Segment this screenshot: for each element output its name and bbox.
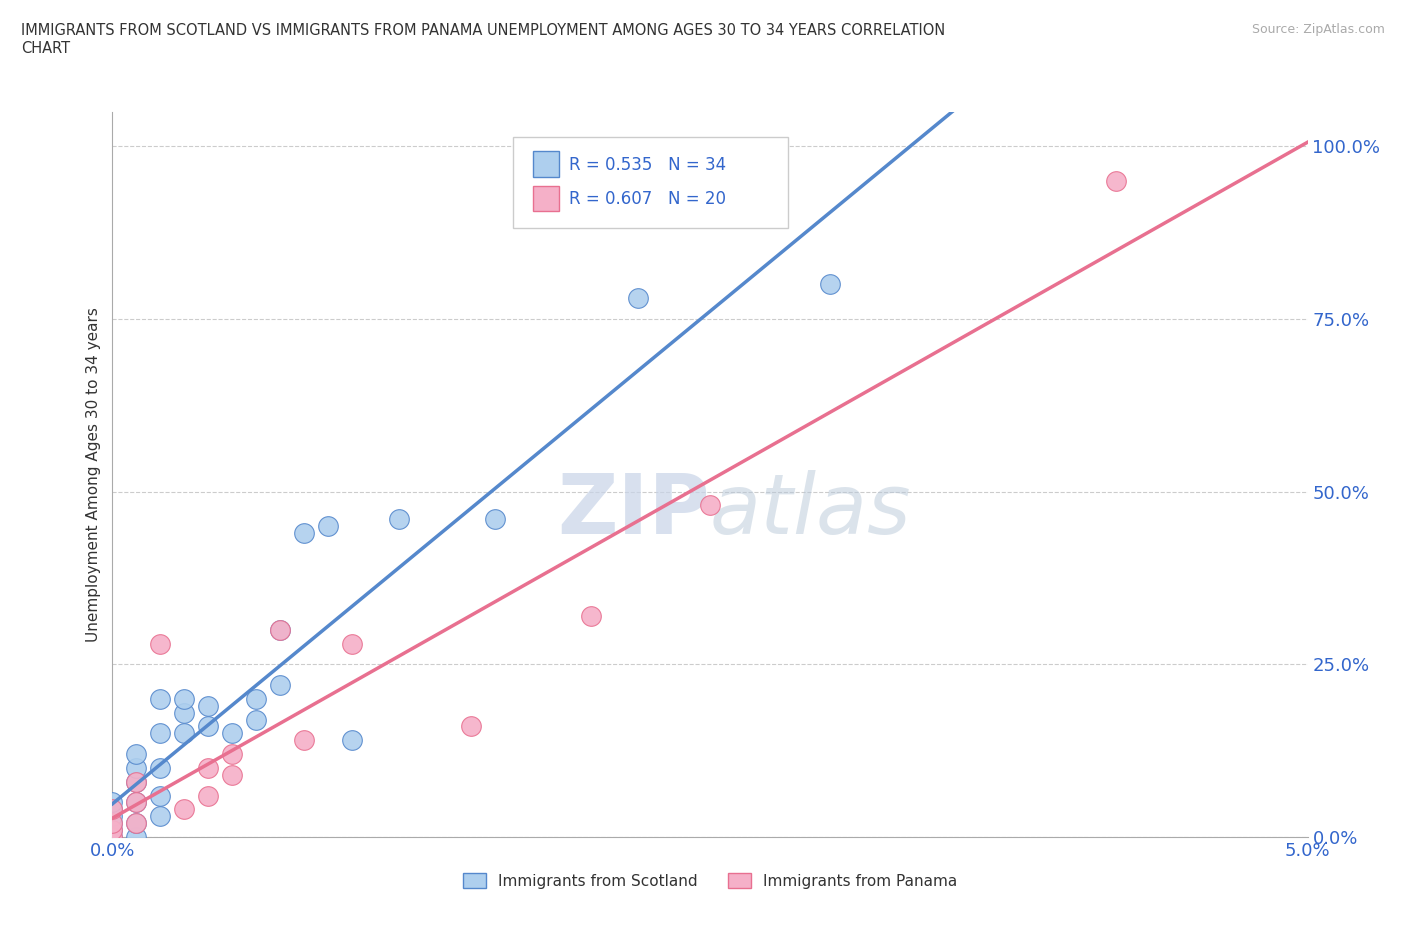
Point — [125, 761, 148, 776]
Point — [101, 823, 124, 838]
Point — [101, 802, 124, 817]
Point — [101, 830, 124, 844]
Point — [101, 802, 124, 817]
Point — [340, 636, 363, 651]
Point — [149, 636, 172, 651]
Point — [316, 519, 339, 534]
Point — [579, 608, 602, 623]
Point — [197, 761, 219, 776]
Point — [101, 809, 124, 824]
Point — [818, 277, 841, 292]
Point — [149, 809, 172, 824]
Legend: Immigrants from Scotland, Immigrants from Panama: Immigrants from Scotland, Immigrants fro… — [457, 867, 963, 895]
Point — [149, 726, 172, 741]
Point — [292, 525, 315, 540]
Point — [197, 719, 219, 734]
Point — [125, 747, 148, 762]
Point — [388, 512, 411, 526]
Point — [484, 512, 506, 526]
Point — [1105, 173, 1128, 188]
Point — [173, 691, 195, 706]
Point — [245, 712, 267, 727]
Point — [125, 775, 148, 790]
Point — [699, 498, 721, 512]
Point — [340, 733, 363, 748]
Point — [125, 795, 148, 810]
Point — [125, 775, 148, 790]
Bar — [533, 152, 560, 177]
Point — [245, 691, 267, 706]
Text: atlas: atlas — [710, 470, 911, 551]
Point — [221, 767, 243, 782]
Text: IMMIGRANTS FROM SCOTLAND VS IMMIGRANTS FROM PANAMA UNEMPLOYMENT AMONG AGES 30 TO: IMMIGRANTS FROM SCOTLAND VS IMMIGRANTS F… — [21, 23, 945, 56]
Point — [627, 291, 650, 306]
Point — [221, 747, 243, 762]
Point — [197, 698, 219, 713]
Point — [101, 795, 124, 810]
Point — [173, 802, 195, 817]
Point — [101, 816, 124, 830]
Point — [101, 830, 124, 844]
Y-axis label: Unemployment Among Ages 30 to 34 years: Unemployment Among Ages 30 to 34 years — [86, 307, 101, 642]
Point — [269, 622, 291, 637]
Point — [292, 733, 315, 748]
Point — [101, 816, 124, 830]
Point — [173, 726, 195, 741]
Point — [125, 830, 148, 844]
Point — [101, 823, 124, 838]
Point — [125, 816, 148, 830]
Point — [149, 788, 172, 803]
Point — [269, 622, 291, 637]
Point — [149, 761, 172, 776]
Point — [221, 726, 243, 741]
Text: Source: ZipAtlas.com: Source: ZipAtlas.com — [1251, 23, 1385, 36]
Bar — [533, 186, 560, 211]
Text: ZIP: ZIP — [558, 470, 710, 551]
Point — [269, 678, 291, 693]
Text: R = 0.535   N = 34: R = 0.535 N = 34 — [569, 155, 725, 174]
Point — [173, 705, 195, 720]
Point — [125, 795, 148, 810]
Point — [149, 691, 172, 706]
Point — [460, 719, 482, 734]
Point — [125, 816, 148, 830]
Text: R = 0.607   N = 20: R = 0.607 N = 20 — [569, 190, 725, 207]
FancyBboxPatch shape — [513, 137, 787, 228]
Point — [197, 788, 219, 803]
